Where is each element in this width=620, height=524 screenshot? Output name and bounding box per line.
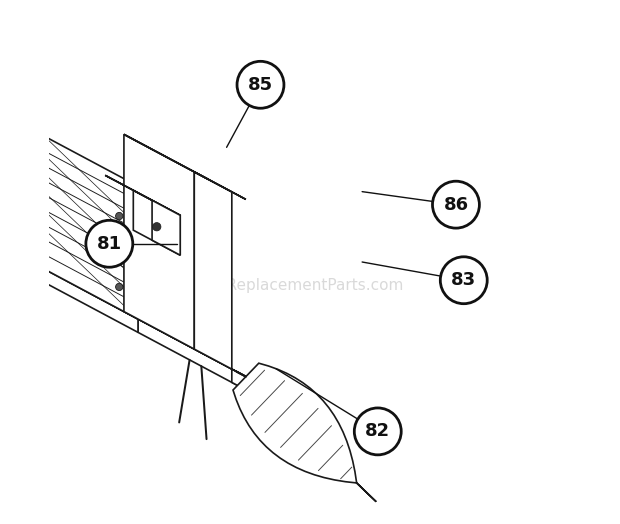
Text: 82: 82 [365, 422, 391, 440]
Polygon shape [194, 172, 232, 369]
Polygon shape [138, 319, 326, 432]
Polygon shape [233, 363, 376, 501]
Text: 81: 81 [97, 235, 122, 253]
Polygon shape [152, 200, 180, 255]
Polygon shape [44, 269, 138, 332]
Polygon shape [44, 136, 138, 319]
Polygon shape [194, 172, 246, 200]
Polygon shape [232, 369, 326, 432]
Circle shape [354, 408, 401, 455]
Polygon shape [105, 176, 180, 215]
Polygon shape [44, 269, 326, 419]
Text: 85: 85 [248, 76, 273, 94]
Polygon shape [133, 190, 180, 255]
Circle shape [115, 283, 123, 291]
Polygon shape [124, 134, 208, 179]
Circle shape [433, 181, 479, 228]
Text: 83: 83 [451, 271, 476, 289]
Circle shape [440, 257, 487, 304]
Circle shape [237, 61, 284, 108]
Text: 86: 86 [443, 195, 469, 214]
Circle shape [115, 212, 123, 220]
Polygon shape [124, 134, 194, 349]
Text: eReplacementParts.com: eReplacementParts.com [217, 278, 403, 293]
Circle shape [153, 223, 161, 231]
Circle shape [115, 252, 123, 259]
Circle shape [86, 220, 133, 267]
